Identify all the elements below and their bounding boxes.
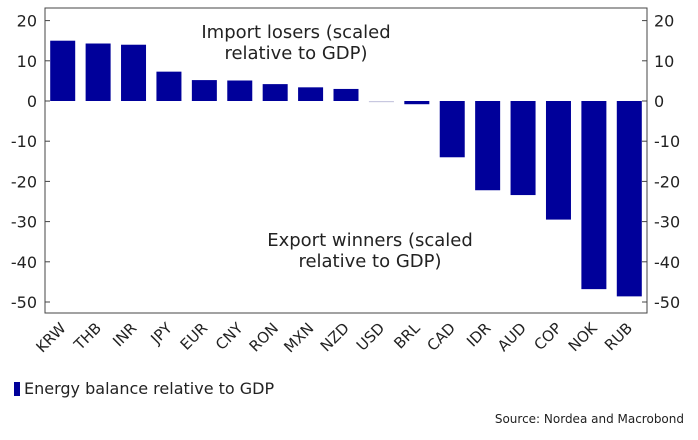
x-tick-label-cop: COP xyxy=(530,319,565,354)
x-tick-label-inr: INR xyxy=(109,319,140,350)
y-tick-label-left: -40 xyxy=(11,253,37,272)
bar-rub xyxy=(616,101,642,297)
x-tick-label-cad: CAD xyxy=(423,319,459,355)
x-tick-label-cny: CNY xyxy=(212,319,247,354)
bar-cny xyxy=(227,80,253,101)
y-tick-label-right: -30 xyxy=(654,213,680,232)
x-tick-label-eur: EUR xyxy=(177,319,212,354)
annotation-2-line-1: Export winners (scaled xyxy=(267,230,473,251)
bar-usd xyxy=(368,101,394,103)
bar-mxn xyxy=(298,87,324,101)
y-tick-label-left: -50 xyxy=(11,293,37,312)
x-tick-label-nzd: NZD xyxy=(317,319,353,355)
y-tick-label-left: 10 xyxy=(17,52,37,71)
bar-jpy xyxy=(156,71,182,101)
y-tick-label-right: 0 xyxy=(654,92,664,111)
x-tick-label-brl: BRL xyxy=(390,319,424,353)
annotation-1-line-1: Import losers (scaled xyxy=(201,22,390,43)
x-tick-label-krw: KRW xyxy=(32,319,69,356)
bar-idr xyxy=(475,101,501,191)
plot-frame xyxy=(44,7,648,314)
y-tick-label-right: -10 xyxy=(654,132,680,151)
x-tick-label-thb: THB xyxy=(70,319,105,354)
x-tick-label-mxn: MXN xyxy=(280,319,317,356)
x-tick-label-ron: RON xyxy=(246,319,282,355)
x-tick-label-nok: NOK xyxy=(565,318,602,355)
bar-nok xyxy=(581,101,607,290)
bar-cop xyxy=(545,101,571,220)
bar-aud xyxy=(510,101,536,196)
y-tick-label-right: -20 xyxy=(654,172,680,191)
bar-thb xyxy=(85,43,111,101)
y-tick-label-left: -20 xyxy=(11,172,37,191)
bar-inr xyxy=(121,44,147,101)
bar-ron xyxy=(262,84,288,101)
x-tick-label-jpy: JPY xyxy=(147,319,177,349)
y-tick-label-right: 20 xyxy=(654,12,674,31)
bar-nzd xyxy=(333,88,359,101)
bar-cad xyxy=(439,101,465,158)
x-tick-label-rub: RUB xyxy=(601,319,636,354)
bar-krw xyxy=(50,40,76,101)
y-tick-label-left: -10 xyxy=(11,132,37,151)
annotation-1-line-2: relative to GDP) xyxy=(224,43,367,64)
x-tick-label-usd: USD xyxy=(353,319,388,354)
x-tick-label-aud: AUD xyxy=(494,319,530,355)
legend-swatch xyxy=(14,381,20,396)
annotation-2-line-2: relative to GDP) xyxy=(298,251,441,272)
y-tick-label-left: 20 xyxy=(17,12,37,31)
source-note: Source: Nordea and Macrobond xyxy=(494,412,684,426)
legend: Energy balance relative to GDP xyxy=(14,379,274,398)
y-tick-label-left: -30 xyxy=(11,213,37,232)
y-tick-label-right: 10 xyxy=(654,52,674,71)
x-tick-label-idr: IDR xyxy=(463,319,494,350)
y-tick-label-right: -40 xyxy=(654,253,680,272)
bar-eur xyxy=(191,80,217,101)
y-tick-label-right: -50 xyxy=(654,293,680,312)
legend-label: Energy balance relative to GDP xyxy=(24,379,275,398)
bar-brl xyxy=(404,101,430,105)
y-tick-label-left: 0 xyxy=(27,92,37,111)
